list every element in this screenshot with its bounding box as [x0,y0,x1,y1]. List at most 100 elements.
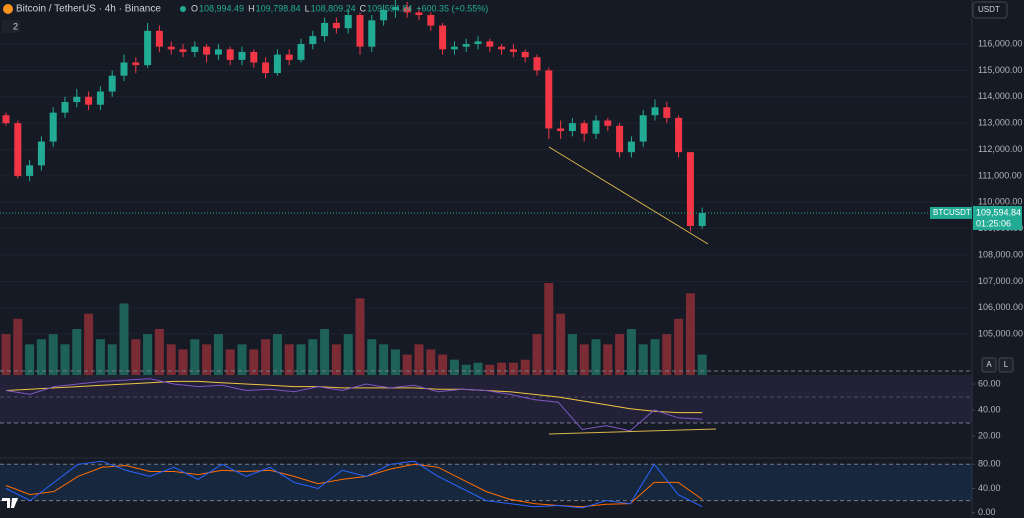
candle-body [533,57,541,71]
candle-body [486,41,494,47]
candle-body [663,107,671,118]
ohlc-label: C [360,3,367,13]
volume-bar [84,313,94,375]
candle-body [521,51,529,58]
candle-body [120,62,128,76]
candle-body [462,44,470,47]
volume-bar [36,339,46,375]
volume-bar [249,349,259,375]
candle-body [557,128,565,132]
trendline [548,428,717,435]
y-tick-label: 80.00 [978,459,1001,469]
candle-body [604,120,612,126]
candle-body [250,51,258,63]
last-symbol-box [930,206,972,219]
candle-body [96,91,104,105]
volume-bar [497,362,507,375]
y-tick-label: 107,000.00 [978,276,1023,286]
volume-bar [556,313,566,375]
candle-body [592,120,600,134]
candle-body [616,125,624,153]
candle-body [61,102,69,113]
volume-bar [544,283,554,375]
volume-bar [190,339,200,375]
volume-bar [320,329,330,375]
candle-body [167,46,175,50]
candle-body [403,7,411,13]
volume-bar [166,344,176,375]
volume-bar [615,334,625,375]
volume-bar [367,339,377,375]
indicator-count: 2 [13,21,18,31]
candle-body [427,15,435,26]
volume-bar [154,329,164,375]
candle-body [73,96,81,103]
last-price: 109,594.84 [976,207,1021,217]
candle-body [698,212,706,227]
candle-body [191,46,199,52]
y-tick-label: 20.00 [978,430,1001,440]
y-tick-label: 106,000.00 [978,302,1023,312]
log-button[interactable] [998,357,1014,373]
volume-bar [438,354,448,375]
candle-body [26,165,34,176]
candle-body [391,7,399,10]
candle-body [627,141,635,153]
candle-body [651,107,659,116]
candle-body [49,112,57,142]
volume-bar [579,344,589,375]
volume-bar [532,334,542,375]
y-tick-label: 0.00 [978,507,996,517]
y-tick-label: 112,000.00 [978,144,1022,154]
y-tick-label: 108,000.00 [978,249,1023,259]
indicator-toggle[interactable] [2,20,20,33]
candle-body [368,20,376,47]
ohlc-value: 108,809.24 [311,3,356,13]
y-tick-label: 40.00 [978,483,1001,493]
volume-bar [685,293,695,375]
log-label: L [1004,360,1009,369]
candle-body [14,123,22,176]
candle-body [285,54,293,60]
candle-body [85,96,93,105]
ohlc: O 108,994.49 H 109,798.84 L 108,809.24 C 109,59… [191,3,488,13]
volume-bar [485,364,495,375]
volume-bar [626,329,636,375]
candle-body [450,46,458,50]
ohlc-label: L [305,3,310,13]
volume-bar [697,354,707,375]
ohlc-value: 108,994.49 [199,3,244,13]
candle-body [380,9,388,21]
candle-body [226,49,234,60]
countdown: 01:25:06 [976,218,1011,228]
candle-body [262,62,270,74]
auto-label: A [986,360,992,369]
ohlc-label: O [191,3,198,13]
auto-button[interactable] [981,357,997,373]
volume-bar [178,349,188,375]
volume-bar [638,344,648,375]
volume-bar [603,344,613,375]
volume-bar [662,334,672,375]
volume-bar [355,298,365,375]
volume-bar [213,334,223,375]
volume-bar [72,329,82,375]
candle-body [580,123,588,134]
candle-body [439,25,447,50]
band [0,464,972,501]
y-tick-label: 105,000.00 [978,328,1023,338]
volume-bar [331,344,341,375]
currency-button[interactable] [972,1,1008,19]
volume-bar [379,344,389,375]
volume-bar [674,318,684,375]
volume-bar [390,349,400,375]
ohlc-label: H [248,3,255,13]
volume-bar [202,344,212,375]
y-tick-label: 113,000.00 [978,118,1022,128]
candle-body [179,49,187,52]
change: +600.35 (+0.55%) [416,3,488,13]
volume-bar [508,362,518,375]
volume-bar [107,344,117,375]
candle-body [2,115,10,124]
